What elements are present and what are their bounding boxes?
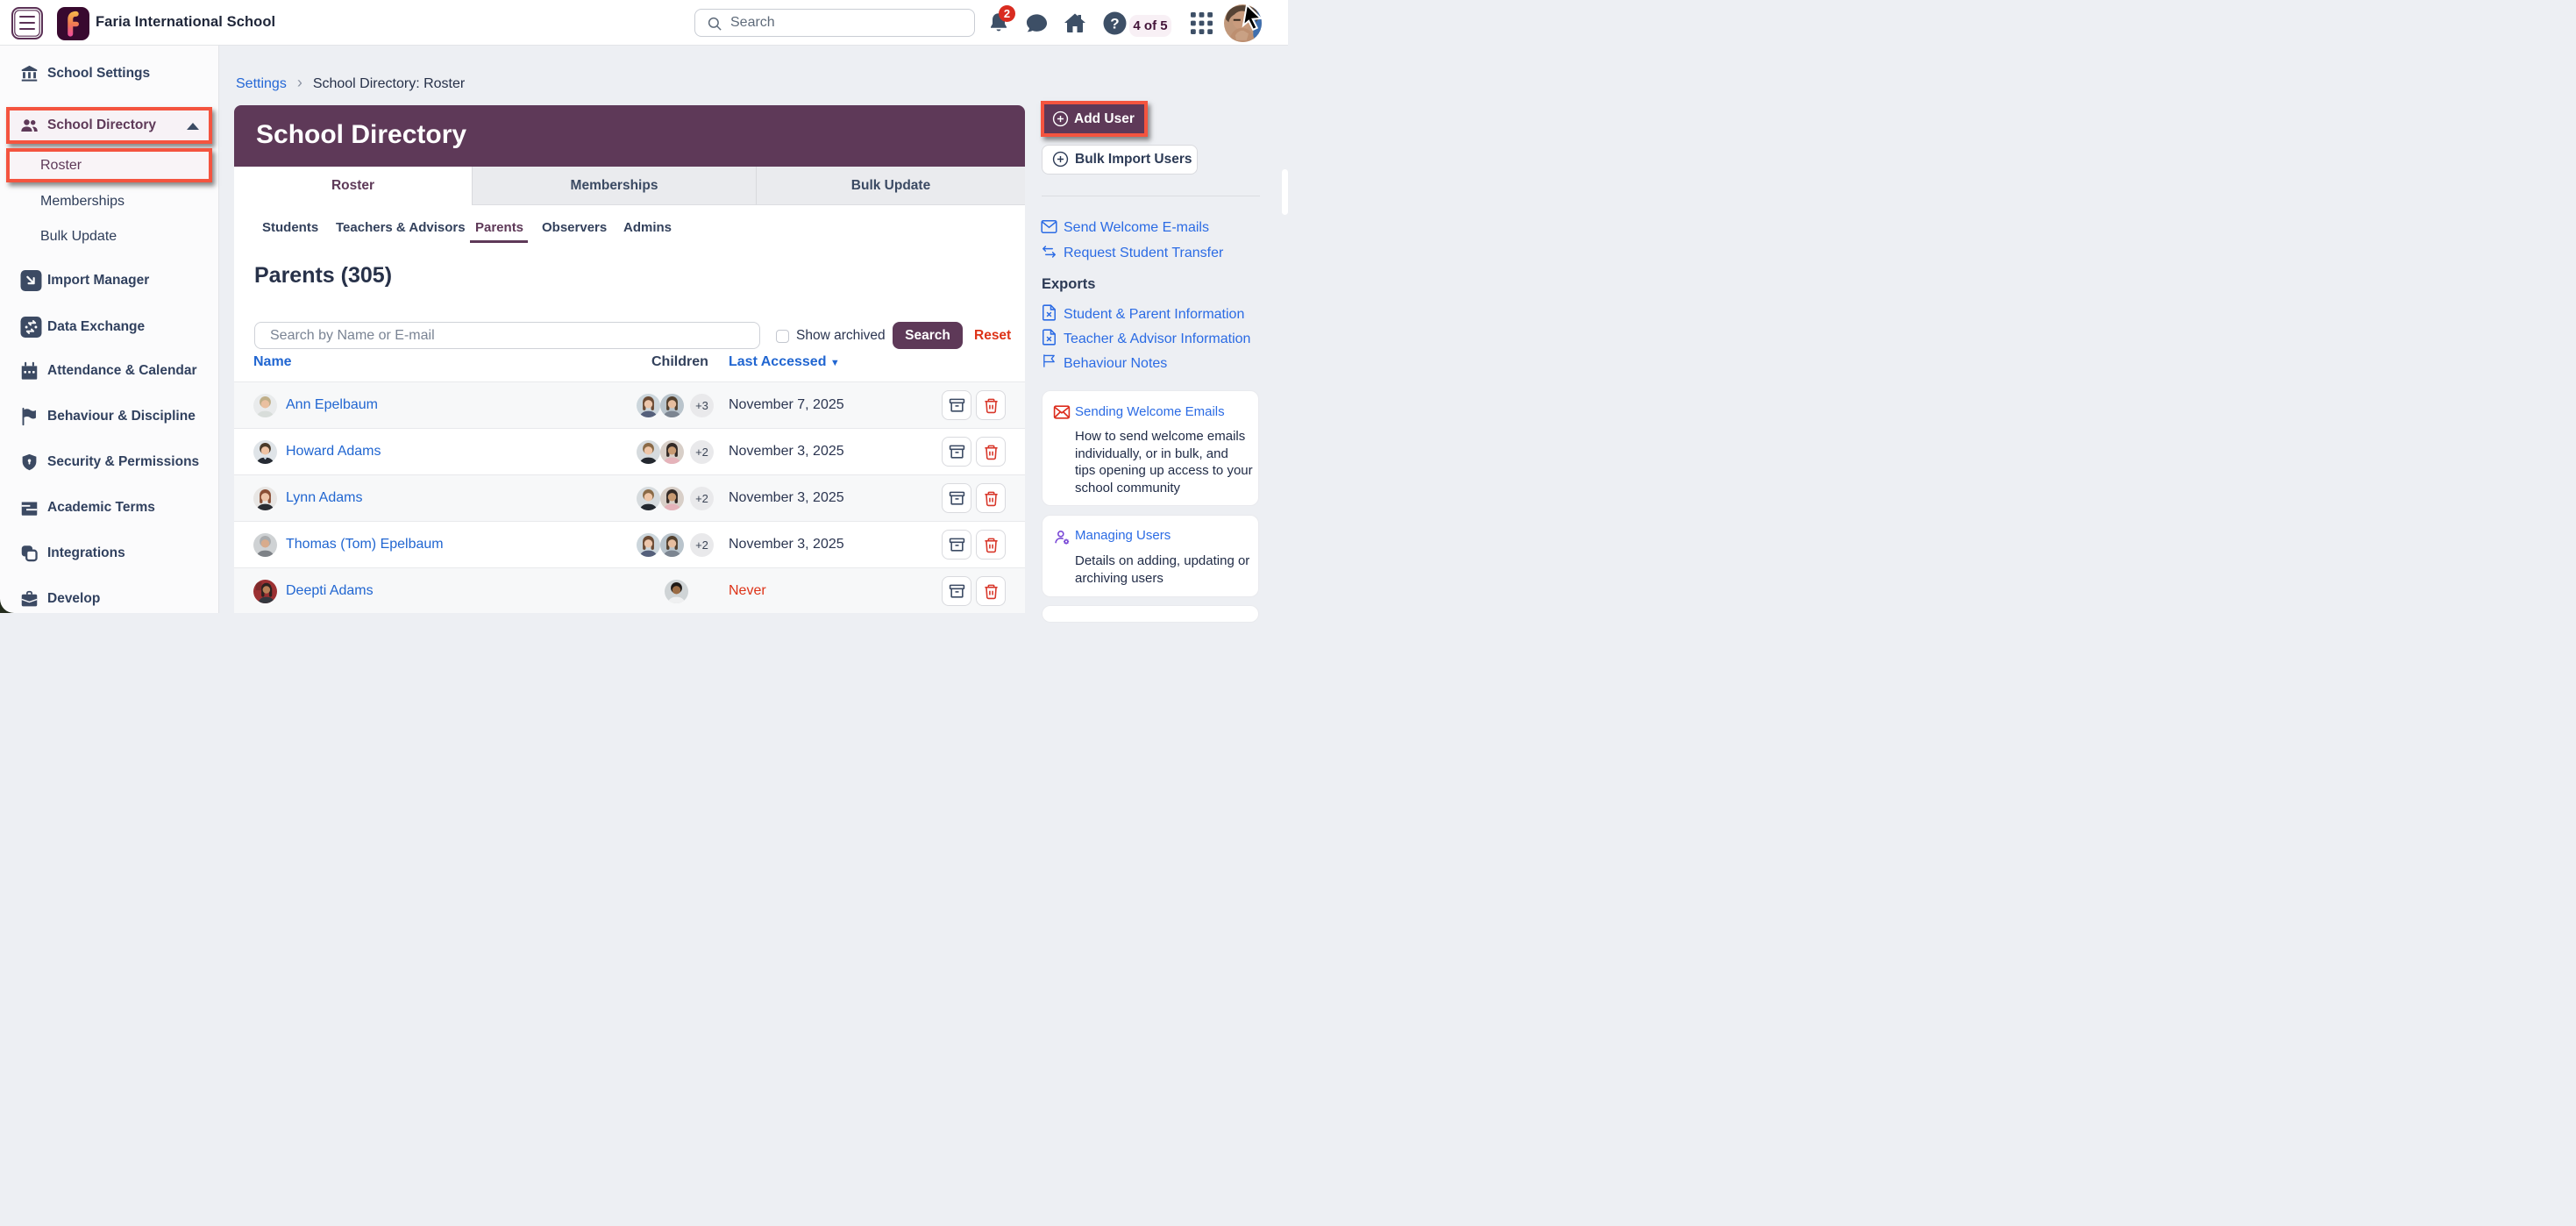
svg-text:?: ?: [1110, 16, 1119, 32]
